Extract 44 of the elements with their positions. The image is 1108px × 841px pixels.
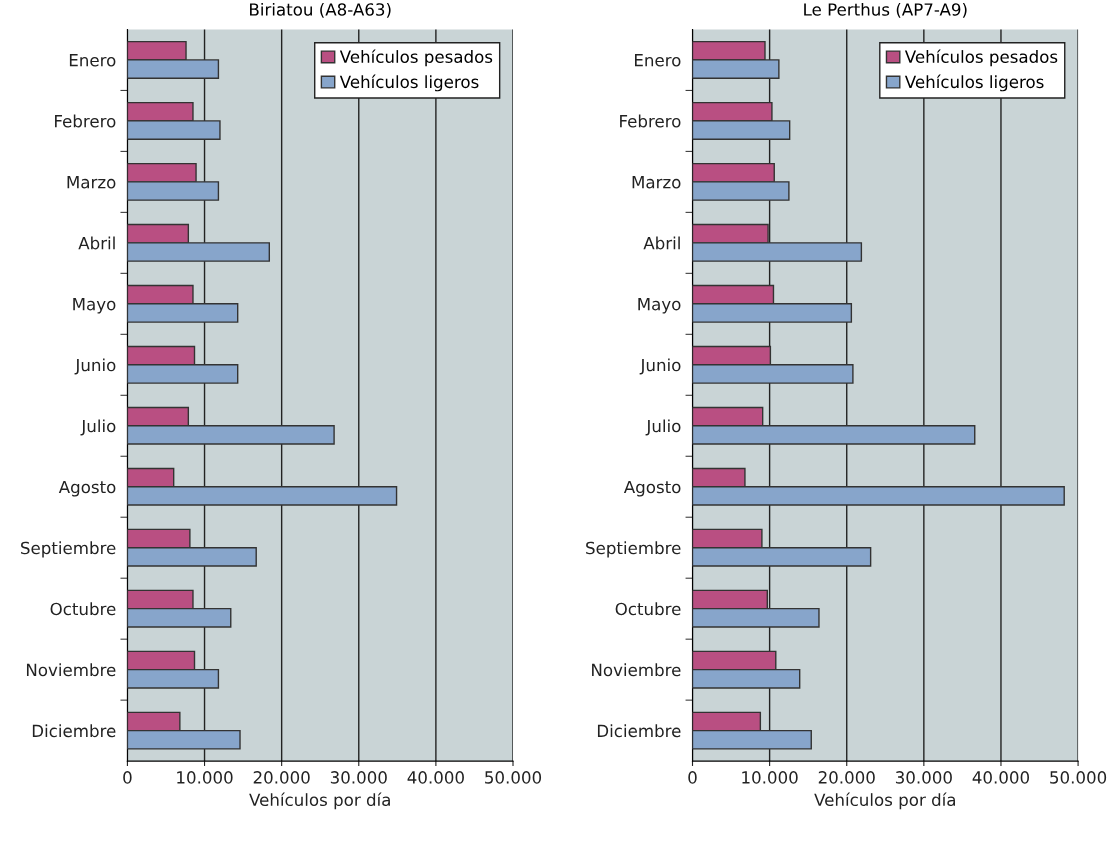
x-tick-label: 20.000 xyxy=(818,771,875,784)
y-tick-label: Julio xyxy=(645,419,681,436)
y-tick-label: Febrero xyxy=(55,114,116,128)
x-tick-label: 0 xyxy=(123,771,132,784)
y-tick-label: Mayo xyxy=(73,297,116,314)
x-axis-title: Vehículos por día xyxy=(814,792,955,810)
x-tick-label: 10.000 xyxy=(742,771,798,784)
legend-label: Vehículos pesados xyxy=(339,49,493,67)
x-tick-label: 50.000 xyxy=(485,771,542,784)
y-tick-label: Diciembre xyxy=(597,724,681,738)
y-tick-label: Junio xyxy=(74,358,116,375)
x-tick-label: 40.000 xyxy=(972,771,1030,784)
x-tick-label: 30.000 xyxy=(330,771,387,784)
chart-title: Biriatou (A8-A63) xyxy=(250,2,391,18)
legend-label: Vehículos ligeros xyxy=(339,74,479,92)
y-tick-label: Mayo xyxy=(638,297,681,314)
x-tick-label: 0 xyxy=(688,771,697,784)
y-tick-label: Octubre xyxy=(615,602,681,616)
y-tick-label: Junio xyxy=(639,358,681,375)
x-tick-label: 50.000 xyxy=(1050,771,1107,784)
x-tick-label: 30.000 xyxy=(895,771,952,784)
y-tick-label: Marzo xyxy=(67,176,116,189)
y-tick-label: Abril xyxy=(78,236,115,250)
legend-label: Vehículos pesados xyxy=(904,49,1058,67)
x-tick-label: 20.000 xyxy=(253,771,310,784)
y-tick-label: Agosto xyxy=(58,480,116,497)
y-tick-label: Octubre xyxy=(50,602,116,616)
legend-label: Vehículos ligeros xyxy=(904,74,1044,92)
x-tick-label: 40.000 xyxy=(407,771,464,784)
chart-title: Le Perthus (AP7-A9) xyxy=(804,2,967,18)
y-tick-label: Agosto xyxy=(623,480,681,497)
x-tick-label: 10.000 xyxy=(177,771,233,784)
y-tick-label: Septiembre xyxy=(21,541,116,558)
y-tick-label: Noviembre xyxy=(26,663,116,677)
y-tick-label: Noviembre xyxy=(592,663,681,677)
y-tick-label: Enero xyxy=(69,54,116,67)
y-tick-label: Diciembre xyxy=(32,724,116,738)
y-tick-label: Enero xyxy=(635,54,681,67)
y-tick-label: Septiembre xyxy=(586,541,681,558)
x-axis-title: Vehículos por día xyxy=(249,792,390,810)
y-tick-label: Febrero xyxy=(620,114,681,128)
y-tick-label: Julio xyxy=(80,419,116,436)
y-tick-label: Abril xyxy=(643,236,680,250)
y-tick-label: Marzo xyxy=(632,176,681,189)
